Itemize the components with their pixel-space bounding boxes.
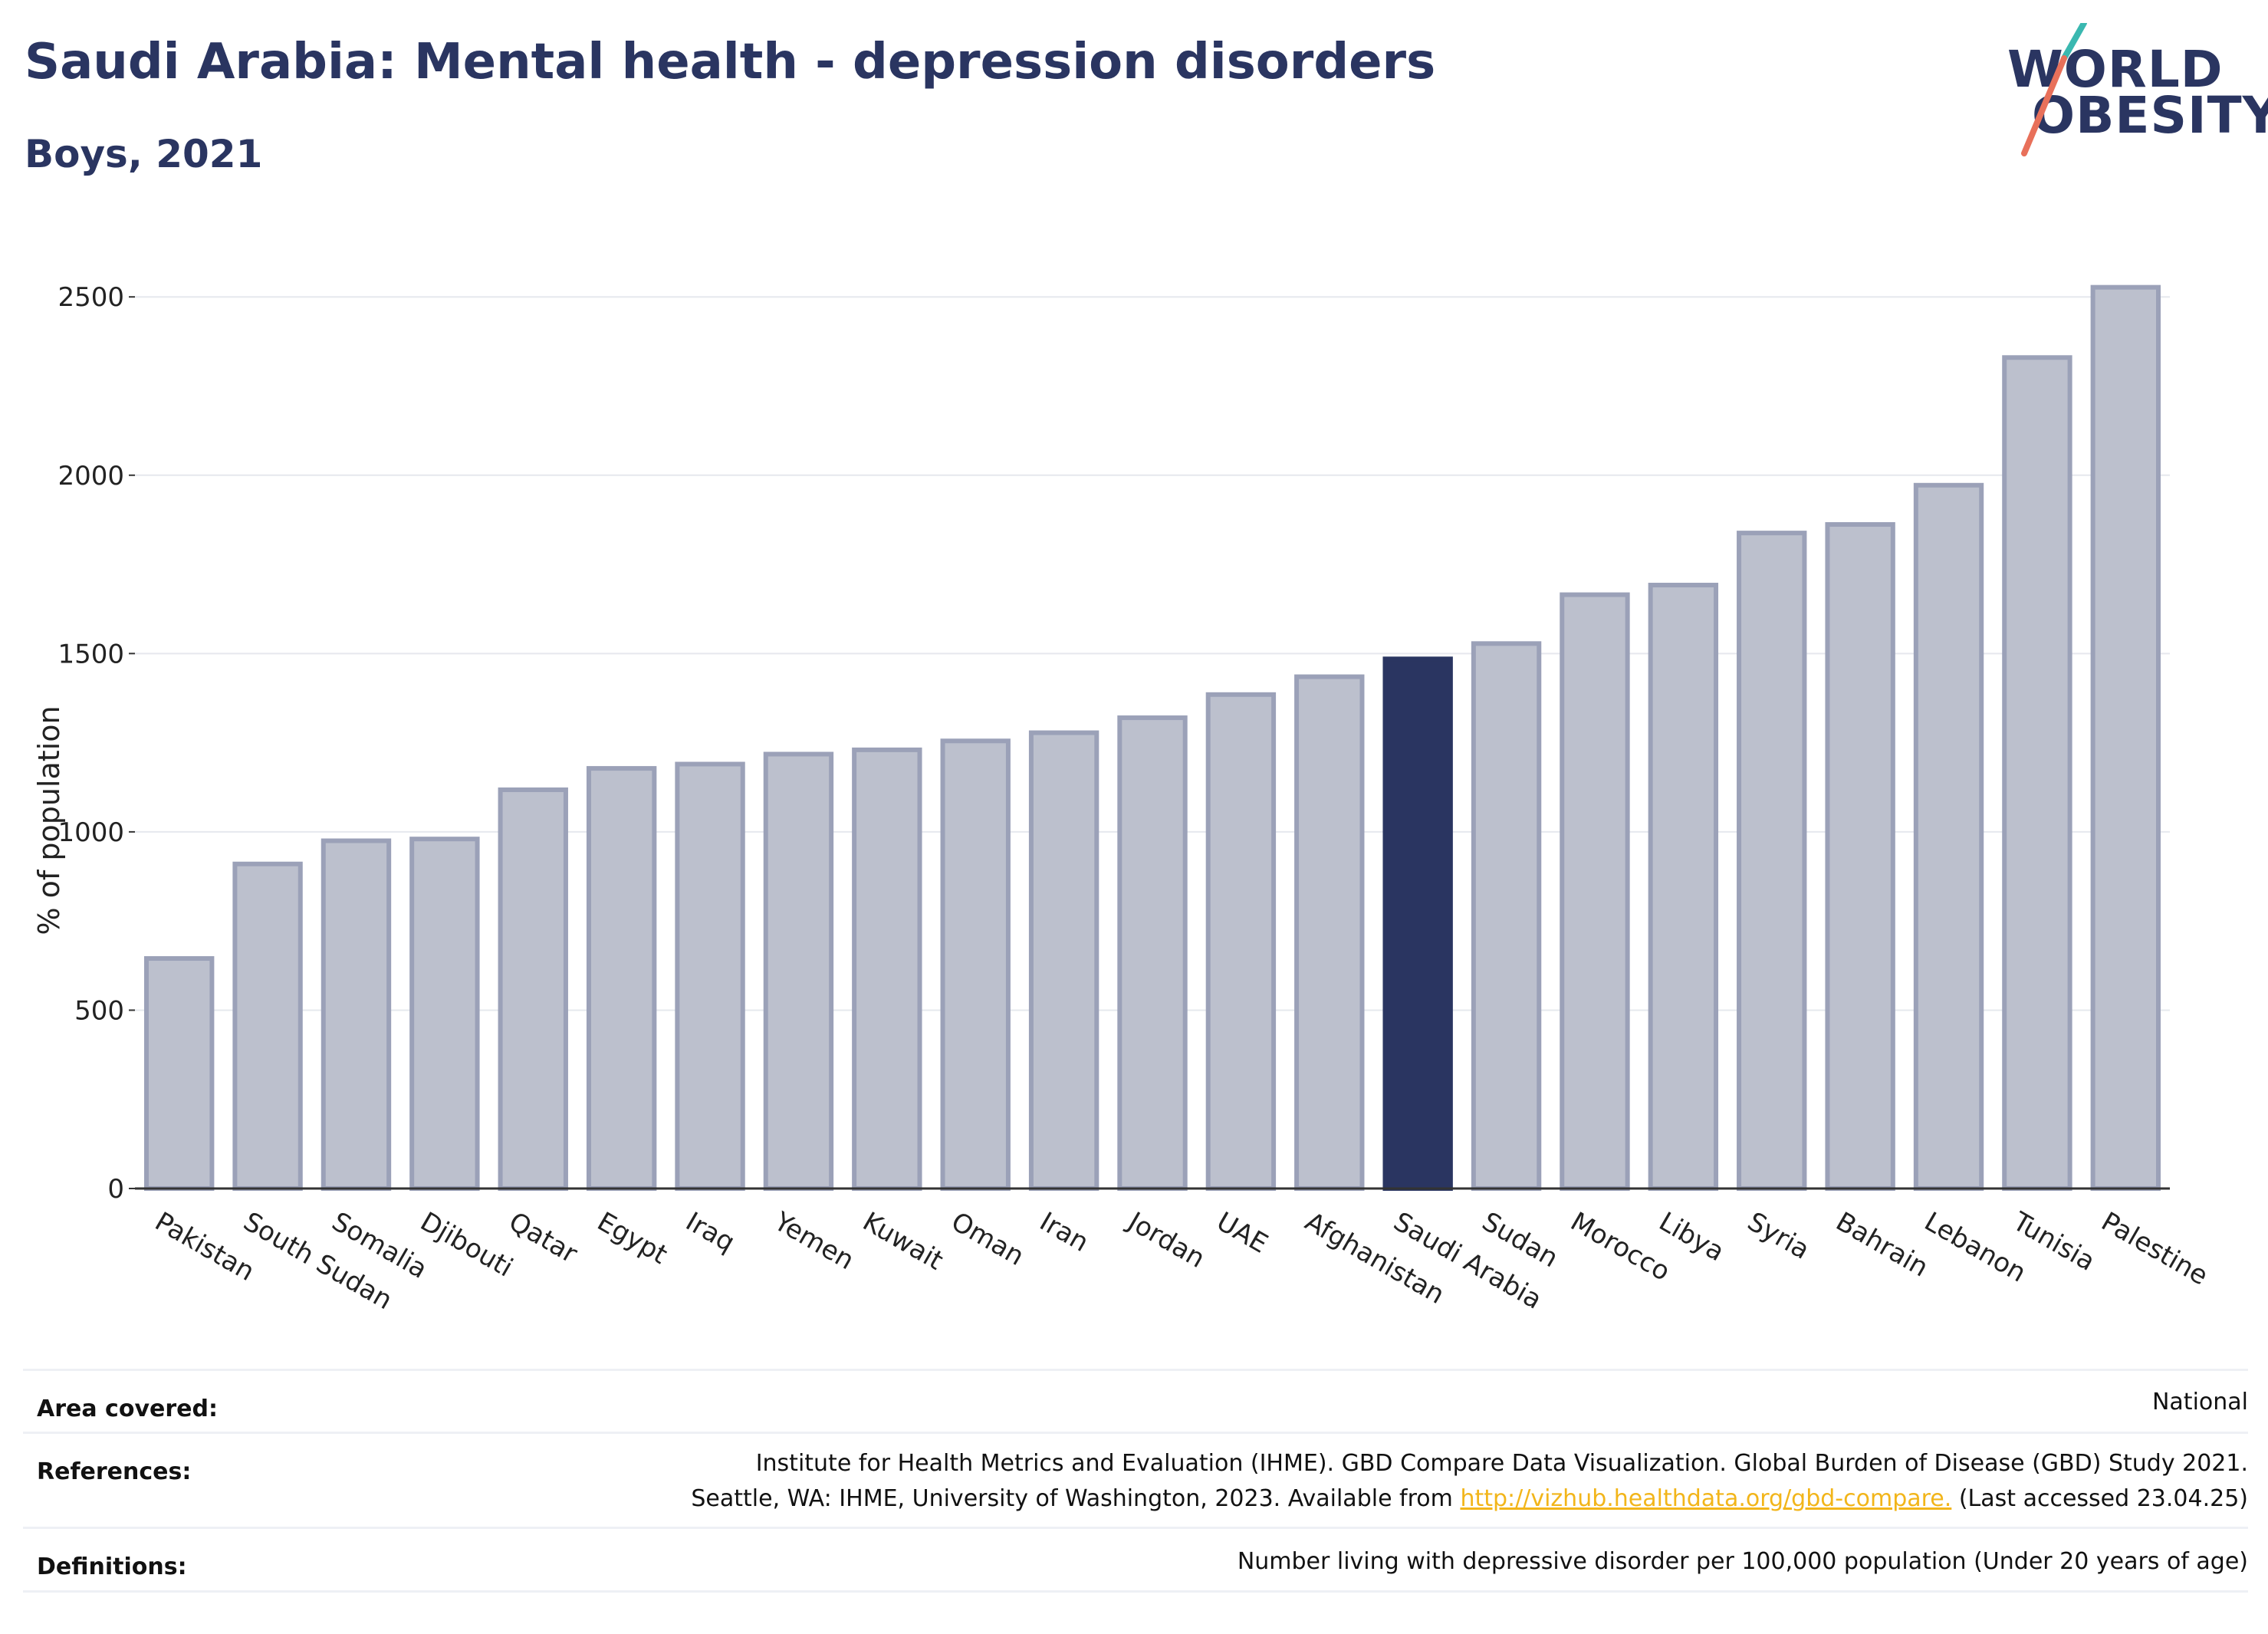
x-tick-label: UAE <box>1211 1206 1273 1259</box>
x-tick-label: Lebanon <box>1919 1206 2031 1288</box>
bar-iraq <box>675 761 745 1191</box>
x-tick-label: Palestine <box>2096 1206 2214 1291</box>
y-tick-label: 1500 <box>58 639 124 669</box>
bar-saudi-arabia <box>1382 656 1453 1191</box>
x-tick-label: Oman <box>946 1206 1030 1272</box>
bar-uae <box>1205 692 1277 1191</box>
x-tick-label: Egypt <box>592 1206 672 1271</box>
bar-jordan <box>1117 715 1188 1191</box>
bar-oman <box>940 738 1011 1191</box>
y-tick-label: 0 <box>107 1174 124 1205</box>
references-label: References: <box>37 1458 192 1485</box>
y-tick-label: 2500 <box>58 282 124 313</box>
x-tick-label: Iraq <box>681 1206 741 1258</box>
bar-bahrain <box>1825 521 1895 1191</box>
x-tick-label: Iran <box>1034 1206 1093 1258</box>
page-title: Saudi Arabia: Mental health - depression… <box>25 34 1436 90</box>
bar-iran <box>1028 730 1099 1191</box>
logo-text-obesity: OBESITY <box>2032 86 2268 145</box>
x-tick-label: Bahrain <box>1831 1206 1934 1283</box>
logo-slash-icon <box>2021 23 2087 156</box>
footer-row-definitions: Definitions: Number living with depressi… <box>23 1527 2248 1593</box>
references-link[interactable]: http://vizhub.healthdata.org/gbd-compare… <box>1460 1485 1952 1512</box>
bar-egypt <box>586 766 657 1191</box>
bar-pakistan <box>144 956 215 1191</box>
x-tick-label: Kuwait <box>857 1206 948 1276</box>
footer-row-area: Area covered: National <box>23 1369 2248 1432</box>
bar-kuwait <box>852 747 922 1191</box>
bar-morocco <box>1560 592 1630 1191</box>
y-tick-label: 500 <box>74 995 124 1026</box>
references-line-2: Seattle, WA: IHME, University of Washing… <box>23 1481 2248 1517</box>
references-value: Institute for Health Metrics and Evaluat… <box>23 1434 2248 1517</box>
footer-row-references: References: Institute for Health Metrics… <box>23 1432 2248 1527</box>
bar-tunisia <box>2002 355 2072 1192</box>
x-tick-label: Saudi Arabia <box>1389 1206 1547 1316</box>
y-tick-label: 2000 <box>58 461 124 492</box>
bar-afghanistan <box>1294 674 1365 1191</box>
x-tick-label: Pakistan <box>150 1206 259 1287</box>
y-tick-label: 1000 <box>58 817 124 848</box>
y-axis-ticks: 0 500 1000 1500 2000 2500 <box>58 282 135 1205</box>
bar-djibouti <box>409 837 480 1191</box>
x-tick-label: South Sudan <box>238 1206 398 1316</box>
area-covered-label: Area covered: <box>37 1396 218 1422</box>
definitions-value: Number living with depressive disorder p… <box>1237 1548 2248 1575</box>
bar-libya <box>1648 583 1719 1191</box>
references-line-2-text: Seattle, WA: IHME, University of Washing… <box>691 1485 1453 1512</box>
bar-qatar <box>498 787 568 1191</box>
bar-south-sudan <box>232 861 303 1192</box>
footer-table: Area covered: National References: Insti… <box>23 1369 2248 1593</box>
bar-somalia <box>320 838 392 1192</box>
bars <box>144 284 2161 1192</box>
references-access-note: (Last accessed 23.04.25) <box>1958 1485 2248 1512</box>
references-line-1: Institute for Health Metrics and Evaluat… <box>755 1450 2248 1477</box>
bar-palestine <box>2090 284 2161 1192</box>
x-tick-label: Syria <box>1742 1206 1814 1266</box>
definitions-label: Definitions: <box>37 1553 187 1580</box>
logo-text-world: WORLD <box>2007 40 2224 99</box>
x-tick-label: Djibouti <box>415 1206 518 1284</box>
x-tick-label: Yemen <box>768 1206 860 1277</box>
x-tick-label: Jordan <box>1122 1205 1210 1274</box>
bar-yemen <box>763 751 834 1191</box>
x-tick-label: Morocco <box>1565 1206 1675 1287</box>
page-subtitle: Boys, 2021 <box>25 132 263 176</box>
bar-lebanon <box>1913 482 1984 1191</box>
world-obesity-logo: WORLD OBESITY <box>1994 23 2268 161</box>
area-covered-value: National <box>2151 1389 2248 1415</box>
bar-sudan <box>1471 641 1542 1191</box>
bar-syria <box>1737 531 1807 1191</box>
